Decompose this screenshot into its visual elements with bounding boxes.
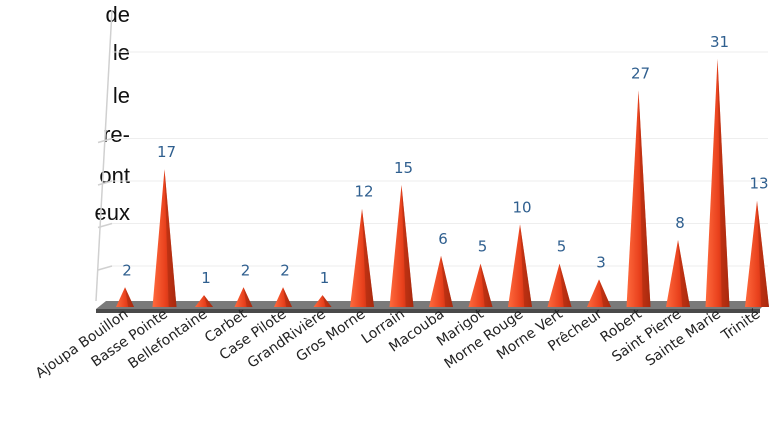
gridline-left <box>97 265 113 271</box>
value-label: 2 <box>241 261 251 279</box>
chart-grid <box>95 9 768 302</box>
bar-shadow <box>757 200 769 307</box>
value-label: 3 <box>596 253 606 271</box>
gridline-left <box>97 180 113 186</box>
bar-shadow <box>599 279 611 307</box>
value-label: 2 <box>122 261 132 279</box>
value-label: 31 <box>710 33 729 51</box>
bar-shadow <box>441 255 453 307</box>
bar-shadow <box>125 287 134 307</box>
value-label: 8 <box>675 214 685 232</box>
bar-shadow <box>243 287 253 307</box>
value-label: 2 <box>280 261 290 279</box>
bar-shadow <box>204 295 213 307</box>
bar-shadow <box>678 240 690 307</box>
side-text-line: le <box>112 83 130 108</box>
bar-shadow <box>480 263 493 307</box>
bar-shadow <box>164 169 177 307</box>
value-label: 6 <box>438 230 448 248</box>
bar-shadow <box>401 184 414 307</box>
bar-shadow <box>520 224 532 307</box>
bar-shadow <box>283 287 292 307</box>
gridline-left <box>97 137 113 144</box>
value-label: 12 <box>354 183 373 201</box>
value-label: 1 <box>201 269 211 287</box>
bar-shadow <box>717 59 730 307</box>
bar-shadow <box>559 263 572 307</box>
bar-shadow <box>322 295 332 307</box>
value-label: 13 <box>749 175 768 193</box>
gridline-left <box>97 222 113 229</box>
floor-front <box>96 309 760 313</box>
value-label: 27 <box>631 65 650 83</box>
bar-shadow <box>362 208 374 307</box>
value-label: 17 <box>157 143 176 161</box>
value-label: 10 <box>512 198 531 216</box>
axis-left-wall <box>95 9 113 302</box>
value-label: 15 <box>394 159 413 177</box>
bar-shadow <box>638 90 651 307</box>
value-label: 1 <box>320 269 330 287</box>
side-text-line: re- <box>103 122 130 147</box>
value-label: 5 <box>478 238 488 256</box>
chart-bars <box>116 59 769 307</box>
value-label: 5 <box>557 238 567 256</box>
side-text-line: de <box>105 2 130 27</box>
